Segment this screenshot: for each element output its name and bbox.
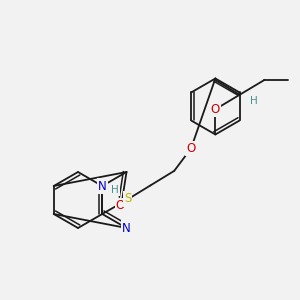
Text: H: H <box>111 185 119 195</box>
Text: N: N <box>98 179 106 193</box>
Text: S: S <box>124 193 131 206</box>
Text: O: O <box>211 103 220 116</box>
Text: O: O <box>116 199 125 212</box>
Text: N: N <box>122 221 131 235</box>
Text: H: H <box>250 96 258 106</box>
Text: O: O <box>186 142 196 155</box>
